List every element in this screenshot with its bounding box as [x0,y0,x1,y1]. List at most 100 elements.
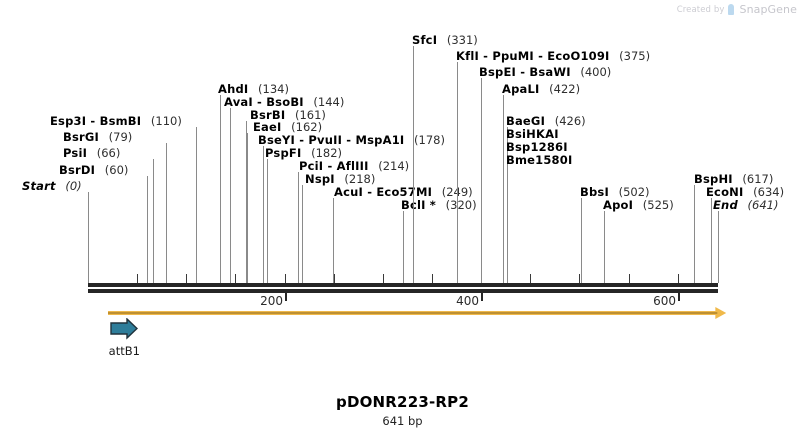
ruler-minor-tick [137,274,138,283]
restriction-site-label: BsrBI (161) [250,108,326,122]
restriction-site-label: BbsI (502) [580,185,650,199]
restriction-site-label: BspEI - BsaWI (400) [479,65,611,79]
site-position: (400) [576,65,612,80]
site-name: NspI [305,172,335,187]
site-name: AhdI [218,81,249,96]
restriction-site-label: Start (0) [22,179,82,193]
site-leader-line [230,107,231,283]
site-position: (502) [614,185,650,200]
restriction-site-label: AhdI (134) [218,82,289,96]
site-name: BseYI [258,133,296,148]
site-name: ApaLI [502,81,540,96]
site-name-separator: - [252,94,267,109]
restriction-site-label: PciI - AflIII (214) [299,159,409,173]
restriction-site-label: BsrDI (60) [59,163,128,177]
site-name: PvuII [308,133,343,148]
site-name-separator: - [533,49,548,64]
site-position: (182) [307,146,343,161]
site-position: (66) [93,146,121,161]
ruler-major-tick [285,293,287,301]
site-position: (144) [309,94,345,109]
restriction-site-label: Bsp1286I [506,140,568,154]
restriction-site-label: BclI * (320) [401,198,477,212]
ruler-minor-tick [579,274,580,283]
site-name-separator: - [478,49,493,64]
site-name-separator: - [342,133,356,148]
site-leader-line [147,175,148,283]
ruler-minor-tick [383,274,384,283]
restriction-site-label: ApoI (525) [603,198,674,212]
site-position: (110) [147,114,182,128]
feature-label-attb1: attB1 [108,344,140,358]
ruler-major-tick [678,293,680,301]
site-name: Start [22,178,56,193]
site-name: Bme1580I [506,152,573,167]
restriction-site-label: ApaLI (422) [502,82,580,96]
restriction-site-label: BseYI - PvuII - MspA1I (178) [258,133,445,147]
restriction-site-label: KflI - PpuMI - EcoO109I (375) [456,49,650,63]
site-name: SfcI [412,33,438,47]
site-position: (162) [287,120,323,135]
site-name: PspFI [265,146,302,161]
site-name: BsoBI [266,94,304,109]
site-leader-line [604,211,605,283]
site-name: BclI * [401,198,437,213]
site-leader-line [333,198,334,283]
ruler-minor-tick [285,274,286,283]
ruler-tick-label: 200 [260,294,283,308]
ruler-minor-tick [629,274,630,283]
site-name: AflIII [336,159,369,174]
site-name: EaeI [253,120,282,135]
restriction-site-label: Esp3I - BsmBI (110) [50,114,182,128]
site-position: (422) [545,81,581,96]
site-leader-line [267,159,268,283]
site-name-separator: - [515,65,530,80]
site-name-separator: - [362,185,377,200]
restriction-site-label: EcoNI (634) [706,185,784,199]
site-position: (525) [639,198,674,213]
site-leader-line [88,191,89,283]
restriction-site-label: AcuI - Eco57MI (249) [334,185,473,199]
site-name: Esp3I [50,114,87,128]
site-position: (249) [438,185,473,200]
site-name: AvaI [224,94,253,109]
site-leader-line [263,146,264,283]
site-name: ApoI [603,198,634,213]
site-leader-line [298,172,299,283]
site-name-separator: - [323,159,337,174]
site-name: EcoNI [706,185,744,200]
site-position: (178) [410,133,445,148]
dna-backbone-bottom-strand [88,289,718,293]
site-leader-line [302,185,303,283]
site-name: BsrBI [250,107,286,122]
ruler-minor-tick [432,274,433,283]
site-name: Bsp1286I [506,139,568,154]
site-leader-line [503,94,504,283]
ruler-minor-tick [235,274,236,283]
site-position: (375) [615,49,651,64]
watermark-created-by-text: Created by [676,4,725,15]
site-leader-line [413,46,414,283]
site-name: End [713,198,738,213]
site-leader-line [718,211,719,283]
watermark-brand-text: SnapGene [739,3,797,16]
site-position: (331) [443,33,478,47]
site-name: AcuI [334,185,363,200]
site-leader-line [581,198,582,283]
site-leader-line [246,120,247,283]
plasmid-size: 641 bp [382,414,423,428]
restriction-site-label: BsiHKAI [506,127,559,141]
ruler-minor-tick [530,274,531,283]
site-position: (617) [738,172,774,187]
site-position: (218) [340,172,376,187]
site-name: BsrGI [63,130,99,145]
site-position: (0) [61,178,82,193]
feature-arrow-attb1[interactable] [109,318,138,340]
site-name: EcoO109I [547,49,610,64]
site-name-separator: - [86,114,100,128]
restriction-site-label: End (641) [713,198,778,212]
site-name: BbsI [580,185,609,200]
ruler-tick-label: 400 [456,294,479,308]
site-name: KflI [456,49,479,64]
